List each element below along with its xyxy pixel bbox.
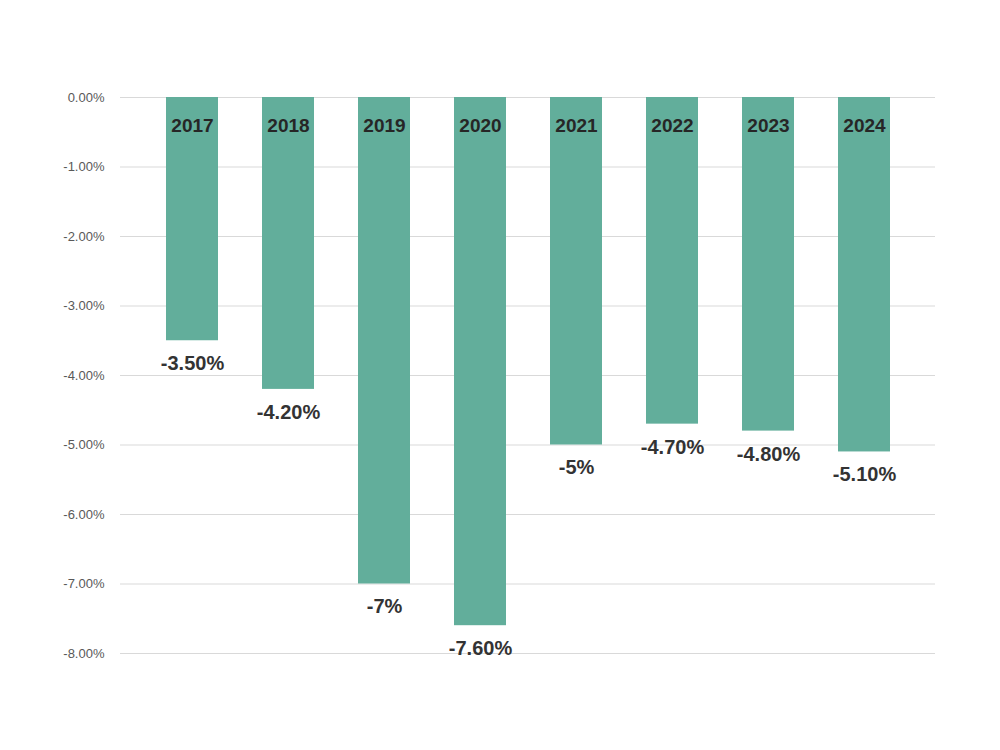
- svg-text:0.00%: 0.00%: [68, 90, 105, 105]
- svg-text:2024: 2024: [843, 115, 886, 136]
- svg-text:2017: 2017: [171, 115, 213, 136]
- svg-text:-2.00%: -2.00%: [63, 229, 105, 244]
- svg-text:-8.00%: -8.00%: [63, 646, 105, 661]
- svg-text:2021: 2021: [555, 115, 598, 136]
- svg-text:-4.20%: -4.20%: [257, 401, 321, 423]
- svg-text:-5.00%: -5.00%: [63, 437, 105, 452]
- svg-text:-7.00%: -7.00%: [63, 576, 105, 591]
- svg-text:2018: 2018: [267, 115, 309, 136]
- svg-text:-1.00%: -1.00%: [63, 159, 105, 174]
- svg-text:2019: 2019: [363, 115, 405, 136]
- svg-text:-5%: -5%: [559, 456, 595, 478]
- svg-text:-7%: -7%: [367, 595, 403, 617]
- svg-text:-5.10%: -5.10%: [833, 463, 897, 485]
- svg-text:-3.50%: -3.50%: [161, 352, 225, 374]
- svg-text:-7.60%: -7.60%: [449, 637, 513, 659]
- svg-text:-4.80%: -4.80%: [737, 443, 801, 465]
- svg-text:-4.70%: -4.70%: [641, 436, 705, 458]
- svg-text:2022: 2022: [651, 115, 693, 136]
- svg-text:2020: 2020: [459, 115, 501, 136]
- svg-text:2023: 2023: [747, 115, 789, 136]
- svg-text:-3.00%: -3.00%: [63, 298, 105, 313]
- svg-text:-4.00%: -4.00%: [63, 368, 105, 383]
- svg-text:-6.00%: -6.00%: [63, 507, 105, 522]
